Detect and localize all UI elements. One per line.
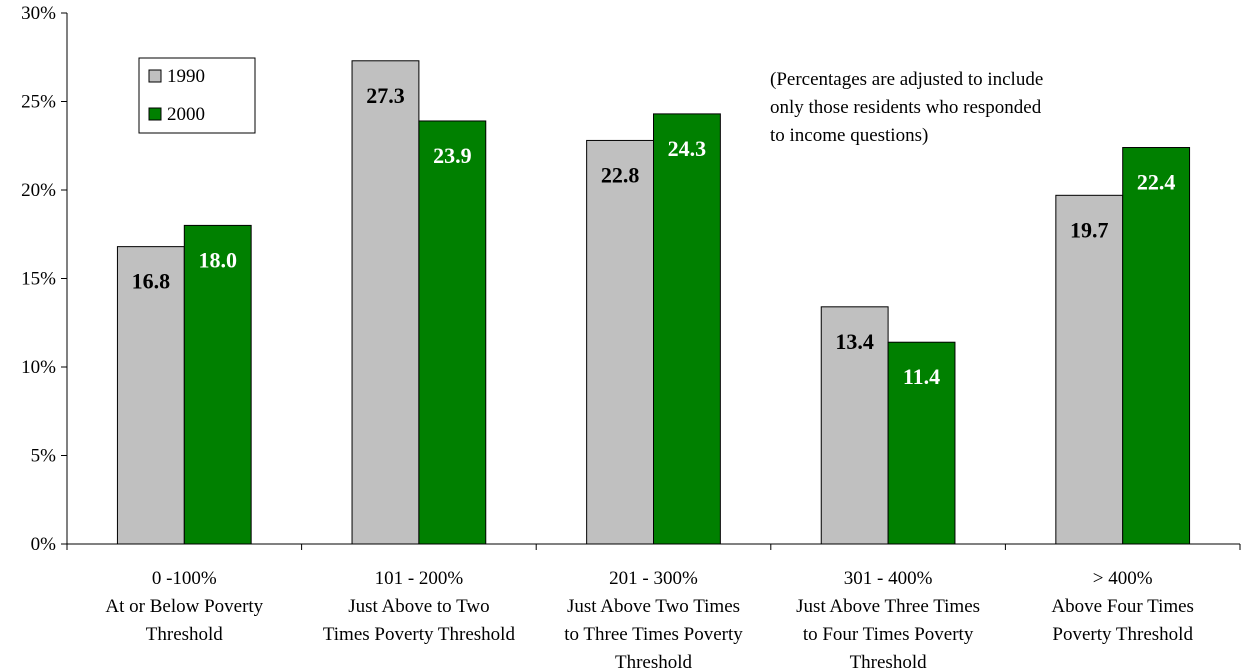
- data-label-2000-1: 23.9: [433, 143, 472, 168]
- bar-1990-2: [586, 139, 654, 545]
- category-label-3-line-2: to Four Times Poverty: [803, 624, 974, 645]
- category-label-0-line-0: 0 -100%: [152, 568, 217, 589]
- category-label-3-line-1: Just Above Three Times: [796, 596, 980, 617]
- category-label-4-line-1: Above Four Times: [1051, 596, 1194, 617]
- category-label-3-line-3: Threshold: [850, 652, 928, 670]
- category-label-2-line-3: Threshold: [615, 652, 693, 670]
- y-tick-label: 20%: [21, 180, 56, 201]
- y-tick-label: 15%: [21, 269, 56, 290]
- legend-label-2000: 2000: [167, 104, 205, 125]
- data-label-2000-0: 18.0: [198, 247, 237, 272]
- bar-2000-2: [653, 113, 721, 545]
- annotation-line-1: (Percentages are adjusted to include: [770, 69, 1043, 90]
- bar-2000-1: [418, 120, 487, 545]
- data-label-1990-4: 19.7: [1070, 217, 1109, 242]
- category-label-3-line-0: 301 - 400%: [844, 568, 933, 589]
- data-label-1990-1: 27.3: [366, 83, 405, 108]
- data-label-1990-2: 22.8: [601, 162, 640, 187]
- bar-1990-3: [820, 306, 889, 545]
- category-label-2-line-2: to Three Times Poverty: [564, 624, 743, 645]
- category-label-0-line-1: At or Below Poverty: [105, 596, 263, 617]
- y-tick-label: 5%: [31, 446, 57, 467]
- category-labels: 0 -100% At or Below Poverty Threshold 101 -…: [105, 568, 1194, 670]
- bar-1990-4: [1055, 194, 1124, 545]
- category-label-4-line-0: > 400%: [1093, 568, 1153, 589]
- category-label-2-line-0: 201 - 300%: [609, 568, 698, 589]
- category-label-1-line-1: Just Above to Two: [348, 596, 489, 617]
- legend-label-1990: 1990: [167, 66, 205, 87]
- category-label-2-line-1: Just Above Two Times: [567, 596, 740, 617]
- data-label-2000-4: 22.4: [1137, 170, 1176, 195]
- category-label-1-line-2: Times Poverty Threshold: [323, 624, 516, 645]
- legend: 1990 2000: [138, 57, 256, 134]
- bars: [116, 60, 1191, 545]
- data-label-2000-3: 11.4: [903, 364, 940, 389]
- axes: 0% 5% 10% 15% 20% 25% 30%: [21, 3, 1241, 555]
- bar-2000-0: [183, 224, 252, 545]
- y-tick-label: 30%: [21, 3, 56, 24]
- bar-1990-1: [351, 60, 420, 545]
- data-labels: 16.8 18.0 27.3 23.9 22.8 24.3 13.4 11.4 19.7 22.4: [132, 83, 1176, 389]
- legend-swatch-1990: [148, 69, 162, 83]
- data-label-1990-3: 13.4: [835, 329, 874, 354]
- data-label-2000-2: 24.3: [668, 136, 707, 161]
- y-tick-label: 25%: [21, 92, 56, 113]
- data-label-1990-0: 16.8: [132, 269, 171, 294]
- annotation-line-2: only those residents who responded: [770, 97, 1042, 118]
- category-label-1-line-0: 101 - 200%: [375, 568, 464, 589]
- annotation-note: (Percentages are adjusted to include onl…: [770, 69, 1043, 146]
- bar-1990-0: [116, 246, 185, 545]
- bar-2000-4: [1122, 147, 1191, 545]
- y-tick-label: 10%: [21, 357, 56, 378]
- category-label-0-line-2: Threshold: [146, 624, 224, 645]
- bar-2000-3: [887, 341, 956, 545]
- annotation-line-3: to income questions): [770, 125, 928, 146]
- y-tick-label: 0%: [31, 534, 57, 555]
- category-label-4-line-2: Poverty Threshold: [1052, 624, 1193, 645]
- legend-swatch-2000: [148, 107, 162, 121]
